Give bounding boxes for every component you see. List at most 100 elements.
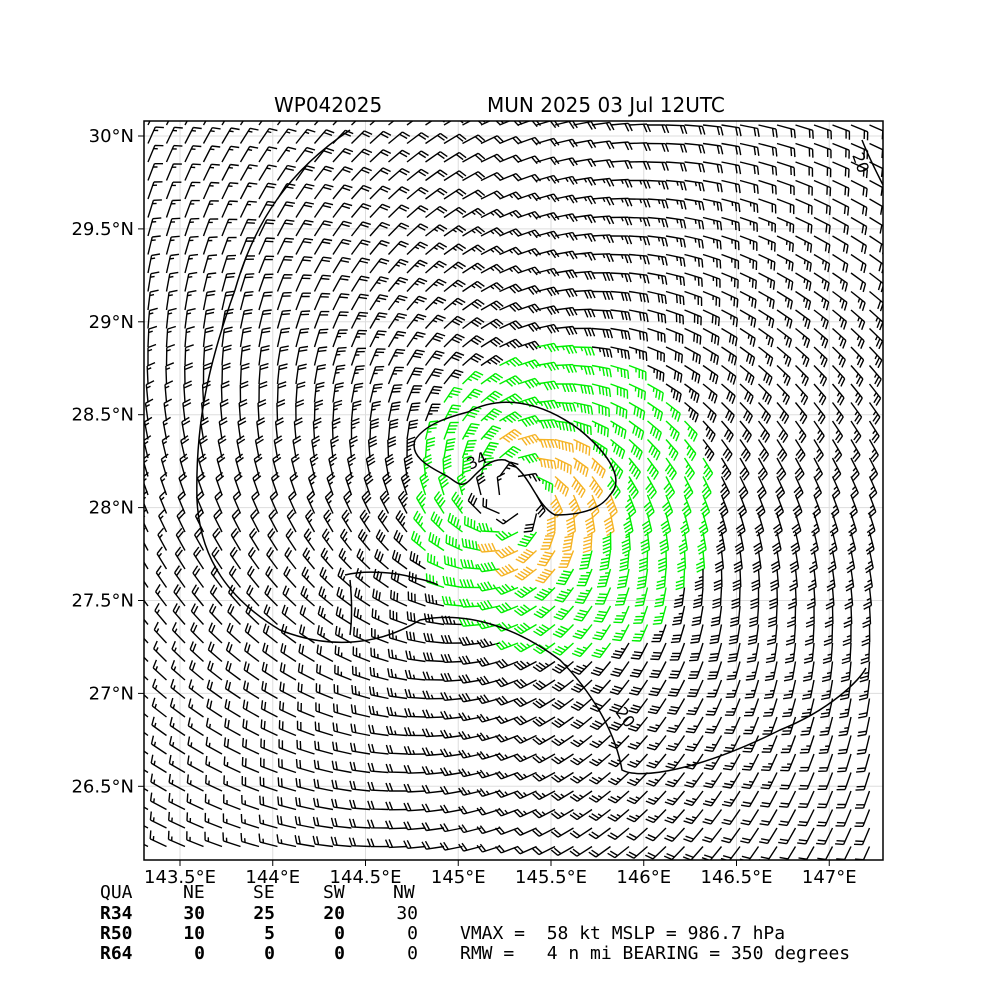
wind-barb: [295, 121, 301, 126]
wind-barb-path: [850, 290, 866, 312]
wind-barb-path: [295, 363, 307, 385]
wind-barb-path: [591, 234, 615, 244]
wind-barb: [276, 164, 296, 181]
wind-barb: [589, 753, 611, 767]
wind-barb-path: [206, 698, 223, 718]
wind-barb: [458, 692, 482, 703]
wind-barb: [421, 803, 445, 813]
wind-barb-path: [667, 679, 686, 697]
wind-barb: [854, 809, 871, 827]
wind-barb-path: [628, 346, 648, 361]
wind-barb: [187, 736, 204, 755]
wind-barb-path: [702, 216, 723, 231]
wind-barb: [284, 547, 297, 570]
wind-barb-path: [763, 679, 778, 699]
wind-barb: [831, 365, 846, 387]
wind-barb-path: [171, 640, 186, 663]
wind-barb-path: [678, 531, 688, 555]
wind-barb-path: [683, 809, 704, 825]
wind-barb: [628, 142, 651, 152]
wind-barb-path: [513, 771, 537, 781]
wind-barb: [335, 606, 352, 626]
wind-barb: [682, 846, 704, 860]
wind-barb-path: [776, 383, 791, 406]
x-tick-label: 145°E: [431, 867, 486, 888]
wind-barb-path: [332, 293, 350, 311]
wind-barb-path: [610, 253, 632, 264]
wind-barb-path: [588, 827, 611, 840]
wind-barb-path: [388, 131, 411, 145]
wind-barb-path: [184, 362, 193, 385]
wind-barb-path: [332, 741, 352, 755]
table-row-label-r64: R64: [100, 943, 133, 964]
wind-barb-path: [350, 311, 369, 329]
wind-barb: [425, 296, 447, 311]
wind-barb: [476, 638, 500, 649]
wind-barb: [844, 587, 854, 610]
wind-barb-path: [628, 438, 643, 460]
wind-barb-path: [406, 295, 427, 311]
wind-barb: [739, 198, 759, 213]
wind-barb-path: [634, 587, 649, 607]
wind-barb: [462, 370, 484, 385]
wind-barb-path: [461, 455, 472, 477]
wind-barb-path: [858, 698, 871, 719]
wind-barb: [276, 815, 297, 829]
wind-barb: [740, 827, 760, 844]
wind-barb-path: [534, 587, 556, 601]
wind-barb: [494, 789, 519, 799]
wind-barb: [739, 364, 755, 386]
wind-barb: [607, 771, 630, 786]
wind-barb: [647, 698, 667, 715]
wind-barb-path: [332, 703, 352, 718]
wind-barb: [832, 235, 849, 254]
wind-barb-path: [406, 313, 427, 329]
wind-barb: [795, 253, 812, 272]
wind-barb: [684, 401, 699, 423]
wind-barb-path: [627, 716, 649, 732]
wind-barb-path: [189, 641, 204, 663]
wind-barb: [406, 367, 424, 385]
wind-barb-path: [258, 362, 269, 385]
wind-barb: [276, 363, 288, 385]
wind-barb-path: [513, 790, 537, 800]
wind-barb-path: [803, 642, 815, 664]
wind-barb-path: [591, 121, 615, 131]
wind-barb-path: [334, 645, 352, 663]
wind-barb: [646, 457, 659, 480]
wind-barb-path: [153, 640, 167, 662]
wind-barb-path: [202, 272, 217, 292]
wind-barb: [288, 490, 297, 514]
wind-barb: [480, 282, 504, 293]
wind-barb: [296, 720, 315, 737]
wind-barb-path: [721, 827, 741, 844]
wind-barb: [421, 822, 445, 832]
wind-barb: [554, 383, 577, 393]
wind-barb: [225, 641, 241, 663]
wind-barb-path: [663, 476, 676, 500]
wind-barb: [536, 156, 560, 166]
wind-barb: [591, 457, 606, 479]
wind-barb-path: [403, 727, 426, 737]
wind-barb-path: [295, 165, 315, 181]
wind-barb-path: [425, 121, 445, 126]
wind-barb-path: [407, 591, 426, 607]
wind-barb: [701, 476, 712, 500]
wind-barb: [551, 753, 574, 765]
wind-barb-path: [165, 126, 183, 144]
wind-barb-path: [153, 621, 168, 644]
wind-barb-path: [476, 713, 500, 723]
wind-barb-path: [665, 401, 681, 422]
wind-barb-path: [149, 792, 167, 811]
wind-barb-path: [150, 773, 167, 792]
wind-barb-path: [184, 181, 201, 200]
wind-barb: [684, 364, 701, 384]
wind-barb: [243, 661, 260, 681]
wind-barb: [451, 491, 464, 514]
wind-barb-path: [458, 787, 482, 796]
wind-barb-path: [665, 753, 686, 770]
wind-barb-path: [850, 420, 862, 444]
wind-barb: [459, 579, 482, 589]
wind-barb: [332, 329, 348, 348]
wind-barb-path: [494, 583, 519, 596]
